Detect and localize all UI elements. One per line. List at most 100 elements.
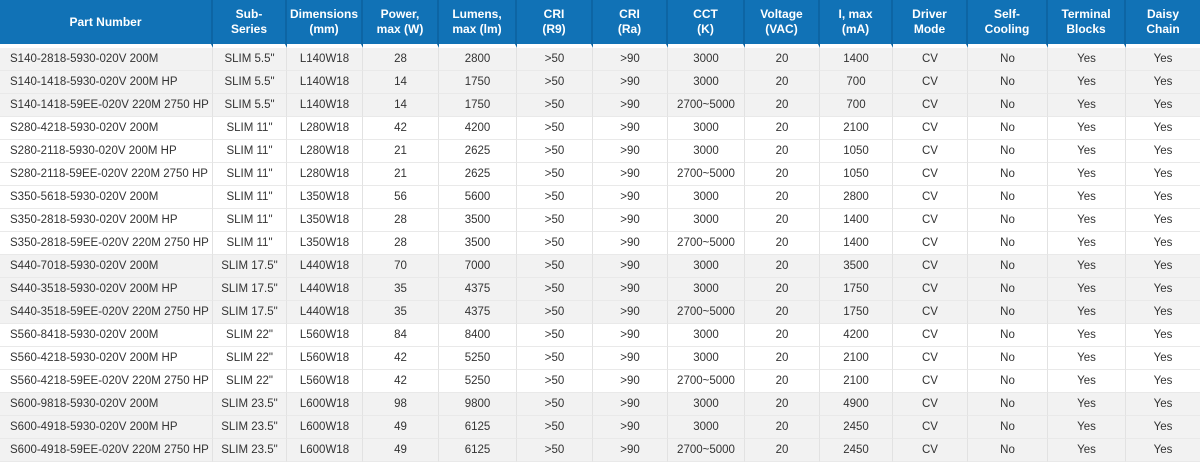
cell-part-number: S440-7018-5930-020V 200M [0,255,213,278]
cell-self-cooling: No [968,347,1048,370]
cell-cct: 3000 [668,278,745,301]
cell-cri-ra: >90 [593,209,668,232]
cell-sub-series: SLIM 11" [213,117,287,140]
cell-cct: 2700~5000 [668,370,745,393]
table-row: S140-1418-5930-020V 200M HP SLIM 5.5" L140… [0,71,1200,94]
cell-i-max: 4200 [820,324,893,347]
cell-cct: 3000 [668,255,745,278]
cell-terminal-blocks: Yes [1048,140,1126,163]
cell-cri-ra: >90 [593,94,668,117]
column-header-power-max: Power, max (W) [363,0,439,48]
cell-daisy-chain: Yes [1126,439,1200,462]
cell-driver-mode: CV [893,163,968,186]
cell-i-max: 700 [820,71,893,94]
cell-driver-mode: CV [893,278,968,301]
column-header-voltage: Voltage (VAC) [745,0,820,48]
cell-voltage: 20 [745,393,820,416]
table-row: S440-3518-59EE-020V 220M 2750 HP SLIM 17.… [0,301,1200,324]
cell-daisy-chain: Yes [1126,117,1200,140]
cell-power-max: 21 [363,140,439,163]
cell-cri-r9: >50 [517,163,593,186]
table-row: S600-4918-5930-020V 200M HP SLIM 23.5" L60… [0,416,1200,439]
cell-voltage: 20 [745,209,820,232]
cell-cri-r9: >50 [517,416,593,439]
cell-terminal-blocks: Yes [1048,209,1126,232]
cell-i-max: 2450 [820,439,893,462]
cell-i-max: 2800 [820,186,893,209]
cell-cct: 2700~5000 [668,439,745,462]
cell-self-cooling: No [968,186,1048,209]
cell-cct: 2700~5000 [668,163,745,186]
cell-self-cooling: No [968,416,1048,439]
cell-part-number: S280-2118-5930-020V 200M HP [0,140,213,163]
table-row: S440-3518-5930-020V 200M HP SLIM 17.5" L44… [0,278,1200,301]
cell-part-number: S440-3518-5930-020V 200M HP [0,278,213,301]
column-header-i-max: I, max (mA) [820,0,893,48]
cell-self-cooling: No [968,324,1048,347]
cell-self-cooling: No [968,94,1048,117]
cell-daisy-chain: Yes [1126,71,1200,94]
cell-lumens-max: 3500 [439,209,517,232]
cell-cri-ra: >90 [593,278,668,301]
cell-self-cooling: No [968,370,1048,393]
cell-cri-r9: >50 [517,324,593,347]
cell-power-max: 42 [363,347,439,370]
cell-driver-mode: CV [893,232,968,255]
cell-power-max: 84 [363,324,439,347]
cell-lumens-max: 4375 [439,278,517,301]
cell-dimensions: L440W18 [287,301,363,324]
cell-cct: 3000 [668,393,745,416]
cell-cri-r9: >50 [517,48,593,71]
cell-terminal-blocks: Yes [1048,71,1126,94]
cell-voltage: 20 [745,370,820,393]
cell-driver-mode: CV [893,416,968,439]
cell-daisy-chain: Yes [1126,186,1200,209]
cell-dimensions: L600W18 [287,393,363,416]
cell-dimensions: L140W18 [287,48,363,71]
cell-daisy-chain: Yes [1126,393,1200,416]
cell-voltage: 20 [745,232,820,255]
header-row: Part Number Sub- Series Dimensions (mm) Power… [0,0,1200,48]
cell-cri-r9: >50 [517,186,593,209]
cell-part-number: S560-8418-5930-020V 200M [0,324,213,347]
cell-dimensions: L560W18 [287,324,363,347]
cell-cct: 3000 [668,117,745,140]
cell-terminal-blocks: Yes [1048,370,1126,393]
cell-sub-series: SLIM 5.5" [213,94,287,117]
cell-terminal-blocks: Yes [1048,301,1126,324]
cell-voltage: 20 [745,255,820,278]
column-header-cct: CCT (K) [668,0,745,48]
cell-lumens-max: 1750 [439,71,517,94]
cell-daisy-chain: Yes [1126,370,1200,393]
table-row: S560-4218-59EE-020V 220M 2750 HP SLIM 22"… [0,370,1200,393]
cell-part-number: S600-9818-5930-020V 200M [0,393,213,416]
cell-sub-series: SLIM 22" [213,370,287,393]
cell-cri-ra: >90 [593,347,668,370]
column-header-lumens-max: Lumens, max (lm) [439,0,517,48]
cell-part-number: S350-2818-59EE-020V 220M 2750 HP [0,232,213,255]
cell-voltage: 20 [745,278,820,301]
cell-i-max: 4900 [820,393,893,416]
cell-part-number: S140-1418-5930-020V 200M HP [0,71,213,94]
cell-terminal-blocks: Yes [1048,48,1126,71]
cell-terminal-blocks: Yes [1048,278,1126,301]
cell-cct: 3000 [668,347,745,370]
cell-dimensions: L560W18 [287,347,363,370]
cell-terminal-blocks: Yes [1048,163,1126,186]
cell-lumens-max: 5250 [439,347,517,370]
cell-power-max: 14 [363,71,439,94]
cell-driver-mode: CV [893,140,968,163]
cell-cct: 3000 [668,416,745,439]
cell-part-number: S560-4218-59EE-020V 220M 2750 HP [0,370,213,393]
cell-i-max: 1050 [820,140,893,163]
cell-driver-mode: CV [893,301,968,324]
cell-sub-series: SLIM 17.5" [213,278,287,301]
column-header-cri-r9: CRI (R9) [517,0,593,48]
cell-sub-series: SLIM 11" [213,140,287,163]
cell-voltage: 20 [745,301,820,324]
column-header-driver-mode: Driver Mode [893,0,968,48]
cell-power-max: 98 [363,393,439,416]
cell-power-max: 42 [363,370,439,393]
cell-voltage: 20 [745,71,820,94]
